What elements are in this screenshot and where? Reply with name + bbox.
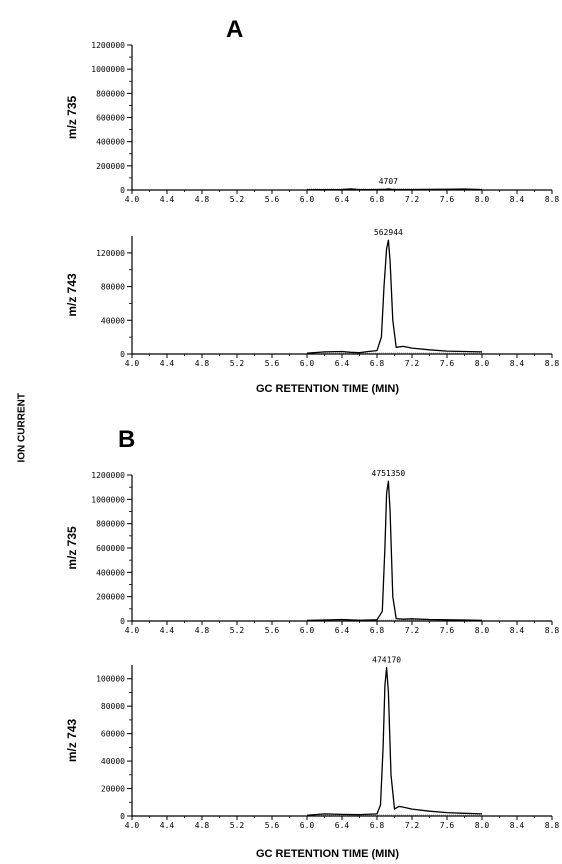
plot-3-x-tick-label: 4.0 [125, 626, 140, 635]
plot-1-x-tick-label: 4.0 [125, 195, 140, 204]
plot-2-y-tick-label: 120000 [96, 249, 125, 258]
plot-3-x-tick-label: 4.8 [195, 626, 210, 635]
plot-4-x-tick-label: 8.0 [475, 821, 490, 830]
plot-4-x-tick-label: 5.2 [230, 821, 245, 830]
plot-4-x-tick-label: 7.6 [440, 821, 455, 830]
plot-2-x-tick-label: 5.2 [230, 359, 245, 368]
plot-1-y-tick-label: 400000 [96, 138, 125, 147]
plot-3-x-tick-label: 7.2 [405, 626, 420, 635]
plot-3-y-tick-label: 600000 [96, 544, 125, 553]
x-axis-label-a: GC RETENTION TIME (MIN) [256, 383, 399, 395]
plot-4-x-tick-label: 8.8 [545, 821, 560, 830]
plot-1-x-tick-label: 5.6 [265, 195, 280, 204]
plot-2-x-tick-label: 4.4 [160, 359, 175, 368]
plot-2-x-tick-label: 7.6 [440, 359, 455, 368]
plot-1-x-tick-label: 4.8 [195, 195, 210, 204]
plot-1-x-tick-label: 4.4 [160, 195, 175, 204]
plot-1-x-tick-label: 6.4 [335, 195, 350, 204]
plot-3-y-tick-label: 0 [120, 617, 125, 626]
plot-2-x-tick-label: 6.4 [335, 359, 350, 368]
panel-a-label: A [226, 16, 244, 43]
plot-4-y-tick-label: 100000 [96, 675, 125, 684]
plot-1-x-tick-label: 8.0 [475, 195, 490, 204]
plot-1-x-tick-label: 8.8 [545, 195, 560, 204]
plot-3-series-line [306, 480, 483, 622]
plot-2-x-tick-label: 7.2 [405, 359, 420, 368]
plot-2-series-line [306, 239, 483, 354]
plot-2-y-tick-label: 80000 [101, 283, 125, 292]
plot-3-x-tick-label: 7.6 [440, 626, 455, 635]
plot-3-y-tick-label: 800000 [96, 520, 125, 529]
plot-3-y-axis-title: m/z 735 [65, 526, 79, 570]
plot-3-x-tick-label: 6.4 [335, 626, 350, 635]
plot-2-y-axis-title: m/z 743 [65, 273, 79, 317]
panel-b-label: B [118, 426, 136, 453]
plot-4-y-tick-label: 40000 [101, 757, 125, 766]
plot-1-y-tick-label: 1000000 [91, 65, 125, 74]
plot-2-x-tick-label: 5.6 [265, 359, 280, 368]
plot-1-x-tick-label: 6.8 [370, 195, 385, 204]
plot-2-x-tick-label: 8.0 [475, 359, 490, 368]
plot-4-x-tick-label: 6.4 [335, 821, 350, 830]
plot-1-y-axis-title: m/z 735 [65, 95, 79, 139]
plot-1-x-tick-label: 7.2 [405, 195, 420, 204]
plot-4-peak-annotation: 474170 [372, 656, 401, 665]
plot-4-x-tick-label: 5.6 [265, 821, 280, 830]
plot-3-x-tick-label: 6.8 [370, 626, 385, 635]
plot-1-series-line [306, 188, 483, 191]
plot-2-x-tick-label: 4.0 [125, 359, 140, 368]
plot-2-peak-annotation: 562944 [374, 228, 403, 237]
plot-1-x-tick-label: 7.6 [440, 195, 455, 204]
plot-4-x-tick-label: 4.0 [125, 821, 140, 830]
plot-3-x-tick-label: 8.0 [475, 626, 490, 635]
plot-3-x-tick-label: 8.4 [510, 626, 525, 635]
plot-2-x-tick-label: 8.4 [510, 359, 525, 368]
plot-3-y-tick-label: 1200000 [91, 471, 125, 480]
plot-1-y-tick-label: 200000 [96, 162, 125, 171]
plot-1-y-tick-label: 1200000 [91, 41, 125, 50]
plot-4-y-axis-title: m/z 743 [65, 718, 79, 762]
plot-1-x-tick-label: 6.0 [300, 195, 315, 204]
plot-4-y-tick-label: 60000 [101, 730, 125, 739]
plot-3-x-tick-label: 6.0 [300, 626, 315, 635]
plot-2-x-tick-label: 6.8 [370, 359, 385, 368]
plot-3-x-tick-label: 8.8 [545, 626, 560, 635]
plot-2-x-tick-label: 6.0 [300, 359, 315, 368]
plot-3-x-tick-label: 4.4 [160, 626, 175, 635]
plot-4-x-tick-label: 6.0 [300, 821, 315, 830]
plot-3-x-tick-label: 5.6 [265, 626, 280, 635]
plot-4-x-tick-label: 4.4 [160, 821, 175, 830]
plot-3-x-tick-label: 5.2 [230, 626, 245, 635]
plot-2-x-tick-label: 8.8 [545, 359, 560, 368]
plot-1-y-tick-label: 600000 [96, 114, 125, 123]
plot-4-x-tick-label: 4.8 [195, 821, 210, 830]
plot-4-x-tick-label: 7.2 [405, 821, 420, 830]
plot-1-x-tick-label: 5.2 [230, 195, 245, 204]
plot-1-y-tick-label: 800000 [96, 89, 125, 98]
plot-1-y-tick-label: 0 [120, 186, 125, 195]
plot-4-y-tick-label: 80000 [101, 702, 125, 711]
plot-3-y-tick-label: 200000 [96, 593, 125, 602]
plot-2-y-tick-label: 40000 [101, 316, 125, 325]
plot-4-x-tick-label: 8.4 [510, 821, 525, 830]
x-axis-label-b: GC RETENTION TIME (MIN) [256, 848, 399, 860]
plot-4-x-tick-label: 6.8 [370, 821, 385, 830]
plot-1-peak-annotation: 4707 [379, 177, 398, 186]
plot-4-y-tick-label: 20000 [101, 785, 125, 794]
plot-3-y-tick-label: 1000000 [91, 495, 125, 504]
plot-2-x-tick-label: 4.8 [195, 359, 210, 368]
plot-2-y-tick-label: 0 [120, 350, 125, 359]
plot-3-y-tick-label: 400000 [96, 568, 125, 577]
plot-4-series-line [306, 667, 483, 816]
plot-1-x-tick-label: 8.4 [510, 195, 525, 204]
plot-3-peak-annotation: 4751350 [372, 469, 406, 478]
plot-4-y-tick-label: 0 [120, 812, 125, 821]
